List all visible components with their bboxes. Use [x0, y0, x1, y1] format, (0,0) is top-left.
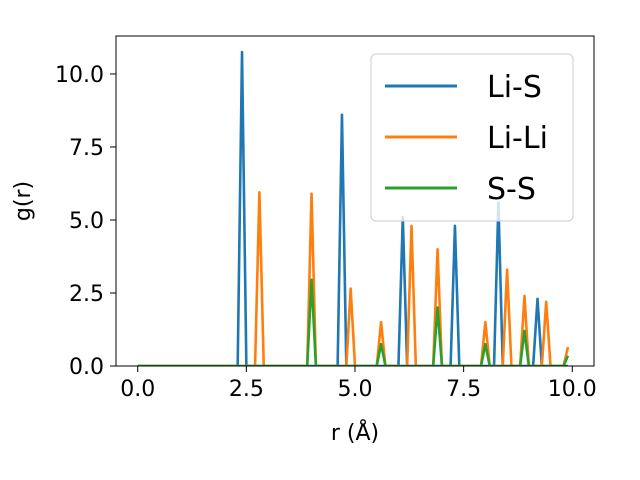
legend-label-li-li: Li-Li	[487, 121, 548, 156]
x-tick-label: 0.0	[120, 377, 155, 402]
axes: 0.0 2.5 5.0 7.5 10.0 0.0 2.5 5.0 7.5 10.0	[55, 35, 597, 402]
legend: Li-S Li-Li S-S	[370, 53, 574, 222]
plot-area	[137, 50, 570, 366]
x-tick-label: 10.0	[548, 377, 597, 402]
x-tick-label: 7.5	[446, 377, 481, 402]
y-tick-label: 10.0	[55, 63, 104, 88]
legend-label-li-s: Li-S	[487, 70, 542, 105]
x-tick-label: 5.0	[338, 377, 373, 402]
y-tick-label: 7.5	[69, 136, 104, 161]
legend-label-s-s: S-S	[487, 172, 536, 207]
x-axis-label: r (Å)	[331, 419, 379, 446]
series-line-li-li	[137, 190, 570, 366]
y-axis-label: g(r)	[11, 181, 36, 221]
y-tick-label: 5.0	[69, 209, 104, 234]
y-tick-label: 2.5	[69, 282, 104, 307]
x-tick-label: 2.5	[229, 377, 264, 402]
series-line-s-s	[137, 278, 570, 366]
legend-box	[370, 53, 574, 222]
y-tick-label: 0.0	[69, 355, 104, 380]
